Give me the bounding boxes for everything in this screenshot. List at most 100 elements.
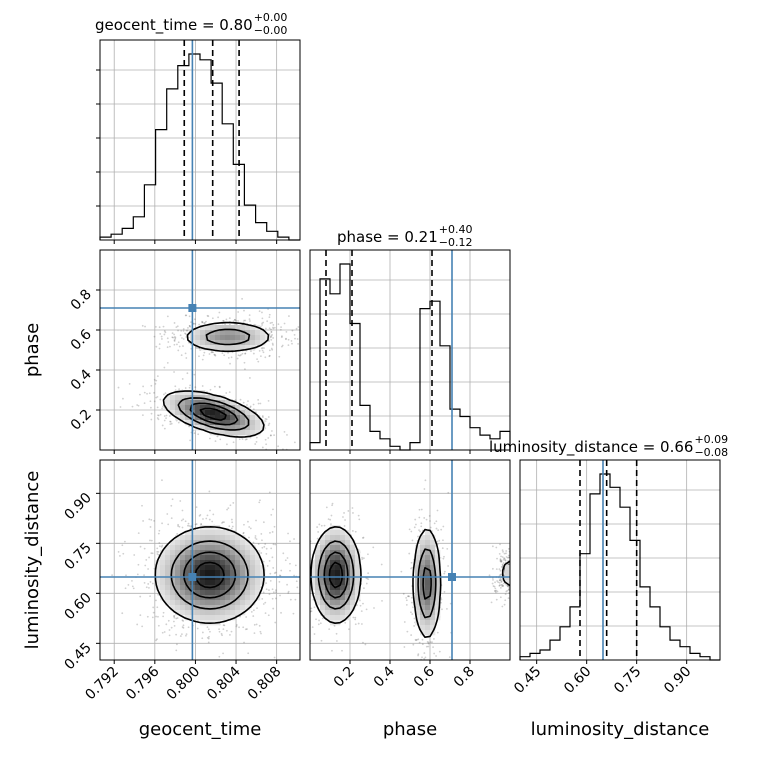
- density-cell: [255, 425, 261, 431]
- density-cell: [320, 565, 326, 571]
- scatter-point: [139, 595, 142, 598]
- scatter-point: [503, 569, 506, 572]
- scatter-point: [166, 315, 169, 318]
- scatter-point: [357, 514, 360, 517]
- scatter-point: [163, 333, 166, 336]
- density-cell: [345, 595, 351, 601]
- scatter-point: [514, 558, 516, 560]
- scatter-point: [248, 536, 250, 539]
- panel-frame: [309, 459, 511, 661]
- density-cell: [330, 585, 336, 591]
- scatter-point: [166, 337, 169, 340]
- density-cell: [220, 610, 226, 616]
- scatter-point: [208, 635, 210, 638]
- density-cell: [425, 620, 431, 626]
- scatter-point: [261, 416, 264, 419]
- scatter-point: [434, 710, 436, 712]
- scatter-point: [258, 310, 261, 313]
- scatter-point: [510, 575, 512, 577]
- scatter-point: [255, 436, 258, 439]
- density-cell: [230, 555, 236, 561]
- density-cell: [185, 605, 191, 611]
- density-cell: [220, 555, 226, 561]
- scatter-point: [507, 585, 510, 588]
- density-cell: [255, 590, 261, 596]
- scatter-point: [272, 567, 275, 569]
- scatter-point: [277, 445, 280, 448]
- density-cell: [420, 595, 426, 601]
- density-cell: [435, 570, 441, 576]
- density-cell: [205, 540, 211, 546]
- scatter-point: [499, 543, 501, 546]
- scatter-point: [517, 576, 519, 578]
- scatter-point: [226, 508, 228, 511]
- scatter-point: [427, 645, 430, 648]
- density-cell: [200, 570, 206, 576]
- scatter-point: [514, 575, 516, 577]
- density-cell: [425, 630, 431, 636]
- scatter-point: [280, 326, 282, 329]
- scatter-point: [185, 314, 188, 317]
- density-cell: [250, 590, 256, 596]
- scatter-point: [523, 583, 525, 585]
- scatter-point: [173, 333, 176, 336]
- scatter-point: [230, 356, 233, 359]
- scatter-point: [249, 377, 251, 379]
- scatter-point: [343, 525, 346, 527]
- density-cell: [215, 615, 221, 621]
- density-cell: [320, 555, 326, 561]
- density-cell: [245, 415, 251, 421]
- density-cell: [325, 545, 331, 551]
- contour-line: [199, 407, 227, 421]
- scatter-point: [417, 653, 420, 656]
- scatter-point: [161, 338, 163, 340]
- scatter-point: [510, 599, 512, 601]
- density-cell: [340, 605, 346, 611]
- scatter-point: [169, 345, 171, 348]
- density-cell: [330, 560, 336, 566]
- scatter-point: [155, 396, 158, 399]
- density-cell: [200, 565, 206, 571]
- scatter-point: [413, 526, 416, 529]
- density-cell: [325, 535, 331, 541]
- scatter-point: [188, 386, 191, 389]
- scatter-point: [170, 626, 173, 629]
- density-cell: [430, 590, 436, 596]
- scatter-point: [156, 638, 158, 641]
- scatter-point: [256, 607, 258, 609]
- scatter-point: [153, 520, 155, 522]
- scatter-point: [410, 601, 413, 604]
- scatter-point: [219, 662, 221, 664]
- scatter-point: [406, 630, 409, 633]
- density-cell: [250, 420, 256, 426]
- density-cell: [315, 590, 321, 596]
- density-cell: [220, 535, 226, 541]
- scatter-point: [136, 623, 139, 626]
- density-cell: [225, 530, 231, 536]
- scatter-point: [281, 335, 283, 338]
- density-cell: [255, 430, 261, 436]
- scatter-point: [490, 601, 493, 604]
- density-cell: [430, 615, 436, 621]
- density-cell: [255, 565, 261, 571]
- scatter-point: [500, 561, 503, 563]
- scatter-point: [421, 656, 423, 659]
- scatter-point: [331, 504, 334, 507]
- density-cell: [255, 580, 261, 586]
- scatter-point: [330, 514, 333, 517]
- scatter-point: [287, 592, 290, 594]
- scatter-point: [429, 520, 431, 522]
- scatter-point: [230, 518, 233, 521]
- density-cell: [425, 560, 431, 566]
- scatter-point: [363, 587, 365, 590]
- density-cell: [215, 590, 221, 596]
- scatter-point: [495, 589, 498, 592]
- scatter-point: [518, 583, 520, 585]
- scatter-point: [287, 532, 289, 535]
- density-cell: [255, 415, 261, 421]
- scatter-point: [175, 617, 178, 620]
- density-cell: [315, 585, 321, 591]
- density-cell: [175, 550, 181, 556]
- density-cell: [160, 570, 166, 576]
- scatter-point: [247, 520, 249, 523]
